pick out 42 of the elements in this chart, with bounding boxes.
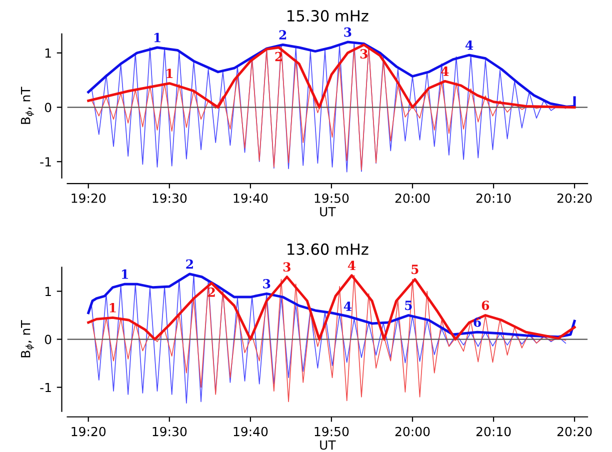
annotation: 6	[482, 300, 490, 310]
y-tick-label: -1	[40, 157, 51, 166]
annotation: 4	[465, 40, 474, 50]
annotation: 2	[279, 30, 286, 40]
annotation: 1	[122, 269, 128, 279]
y-axis-title: B$_{ϕ}$, nT	[21, 320, 34, 358]
x-tick-label: 20:20	[557, 426, 592, 436]
annotation: 5	[412, 264, 418, 274]
annotation: 4	[348, 260, 356, 270]
x-tick-label: 20:10	[476, 426, 511, 436]
annotation: 6	[474, 317, 481, 327]
annotation: 1	[154, 32, 160, 42]
annotation: 3	[360, 49, 368, 59]
x-axis-title: UT	[320, 440, 336, 450]
x-tick-label: 19:20	[72, 193, 106, 203]
x-tick-label: 20:00	[395, 426, 430, 436]
y-tick-label: 1	[45, 48, 51, 58]
chart-title: 15.30 mHz	[288, 10, 368, 22]
x-tick-label: 19:50	[314, 426, 349, 436]
y-tick-label: -1	[40, 382, 51, 392]
annotation: 1	[110, 303, 116, 312]
x-tick-label: 20:00	[395, 193, 430, 203]
x-tick-label: 20:20	[557, 193, 592, 203]
x-tick-label: 19:40	[234, 193, 268, 203]
x-tick-label: 20:10	[476, 193, 511, 203]
annotation: 3	[344, 27, 352, 37]
chart-title: 13.60 mHz	[288, 243, 368, 255]
annotation: 1	[166, 68, 173, 78]
annotation: 3	[263, 279, 270, 288]
x-tick-label: 19:30	[152, 426, 187, 436]
annotation: 4	[344, 302, 352, 311]
x-tick-label: 19:30	[152, 193, 187, 203]
annotation: 2	[186, 259, 193, 269]
x-tick-label: 19:50	[314, 193, 349, 203]
y-tick-label: 0	[44, 334, 52, 344]
x-axis-title: UT	[320, 207, 336, 216]
y-tick-label: 0	[44, 102, 52, 112]
x-tick-label: 19:20	[72, 426, 106, 436]
x-tick-label: 19:40	[234, 426, 268, 436]
y-axis-title: B$_{ϕ}$, nT	[21, 86, 34, 124]
y-tick-label: 1	[45, 286, 51, 296]
annotation: 3	[283, 262, 290, 272]
